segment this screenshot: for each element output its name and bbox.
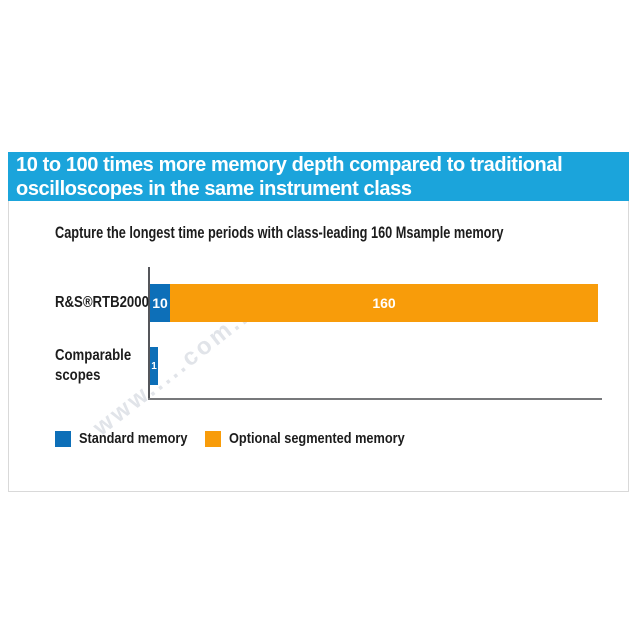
x-axis-line <box>148 398 602 400</box>
header-banner: 10 to 100 times more memory depth compar… <box>8 152 629 201</box>
legend-swatch-segmented-icon <box>205 430 221 447</box>
bar-row-comparable: 1 <box>150 347 158 385</box>
legend-item-segmented-memory: Optional segmented memory <box>205 430 436 447</box>
category-text: R&S®RTB2000 <box>55 294 149 311</box>
bar-segment-segmented-rtb2000: 160 <box>170 284 598 322</box>
bar-value-label: 10 <box>152 295 168 311</box>
bar-value-label: 160 <box>372 295 396 311</box>
category-text-line2: scopes <box>55 367 101 384</box>
bar-category-label-comparable: Comparable scopes <box>55 347 131 385</box>
bar-value-label: 1 <box>151 360 157 372</box>
category-text-line1: Comparable <box>55 347 132 364</box>
banner-title-line1: 10 to 100 times more memory depth compar… <box>16 154 563 176</box>
legend-label-segmented: Optional segmented memory <box>229 430 405 447</box>
legend-swatch-standard-icon <box>55 430 71 447</box>
bar-segment-standard-comparable: 1 <box>150 347 158 385</box>
chart-title: Capture the longest time periods with cl… <box>55 223 504 242</box>
bar-segment-standard-rtb2000: 10 <box>150 284 170 322</box>
bar-category-label-rtb2000: R&S®RTB2000 <box>55 284 149 322</box>
y-axis-line <box>148 267 150 400</box>
chart-card <box>8 201 629 492</box>
banner-title-line2: oscilloscopes in the same instrument cla… <box>16 178 412 200</box>
bar-row-rtb2000: 10 160 <box>150 284 598 322</box>
legend-item-standard-memory: Standard memory <box>55 430 207 447</box>
legend-label-standard: Standard memory <box>79 430 188 447</box>
